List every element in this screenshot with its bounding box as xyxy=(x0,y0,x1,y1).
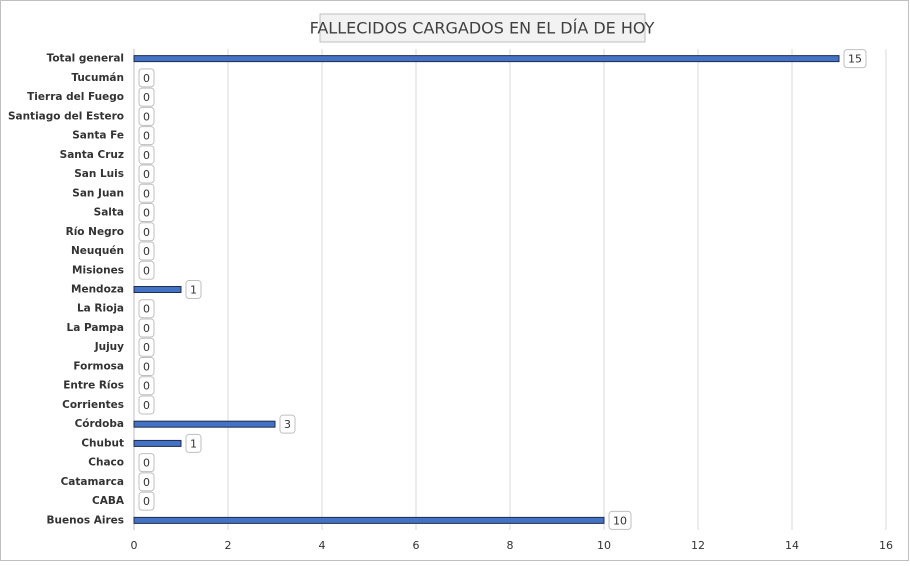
value-label-box xyxy=(138,337,155,357)
y-tick-label: CABA xyxy=(92,495,125,507)
value-label-box xyxy=(138,183,155,203)
x-tick-label: 6 xyxy=(413,539,420,552)
y-tick-label: Mendoza xyxy=(71,284,124,296)
value-label: 0 xyxy=(143,380,150,393)
value-label: 0 xyxy=(143,168,150,181)
value-label: 15 xyxy=(848,53,862,66)
x-tick-label: 14 xyxy=(785,539,799,552)
value-label-box xyxy=(185,433,202,453)
value-label-box xyxy=(138,472,155,492)
y-tick-label: Total general xyxy=(47,53,124,65)
value-label: 0 xyxy=(143,226,150,239)
value-label-box xyxy=(138,87,155,107)
x-tick-label: 16 xyxy=(879,539,893,552)
y-tick-label: Buenos Aires xyxy=(47,514,124,526)
chart-title: FALLECIDOS CARGADOS EN EL DÍA DE HOY xyxy=(310,19,655,38)
bar xyxy=(133,439,182,447)
x-tick-label: 8 xyxy=(507,539,514,552)
value-label: 0 xyxy=(143,476,150,489)
value-label-box xyxy=(138,260,155,280)
value-label-box xyxy=(138,145,155,165)
value-label: 0 xyxy=(143,341,150,354)
bar xyxy=(133,516,605,524)
value-label: 0 xyxy=(143,322,150,335)
value-label: 0 xyxy=(143,110,150,123)
y-tick-label: La Pampa xyxy=(67,322,124,334)
value-label-box xyxy=(138,222,155,242)
y-tick-label: San Luis xyxy=(74,168,124,180)
value-label-box xyxy=(138,164,155,184)
value-label: 0 xyxy=(143,72,150,85)
y-tick-label: Chaco xyxy=(88,457,124,469)
value-label-box xyxy=(138,491,155,511)
value-label: 1 xyxy=(190,437,197,450)
value-label-box xyxy=(138,106,155,126)
value-label: 0 xyxy=(143,495,150,508)
y-tick-label: Córdoba xyxy=(75,418,124,430)
y-tick-label: La Rioja xyxy=(77,303,124,315)
x-tick-label: 10 xyxy=(597,539,611,552)
bar xyxy=(133,286,182,293)
value-label: 0 xyxy=(143,457,150,470)
x-tick-label: 2 xyxy=(225,539,232,552)
value-label-box xyxy=(138,241,155,261)
y-tick-label: Misiones xyxy=(72,264,124,276)
value-label-box xyxy=(138,453,155,473)
y-tick-label: Tucumán xyxy=(71,72,124,84)
y-tick-label: Santa Cruz xyxy=(60,149,124,161)
x-tick-label: 0 xyxy=(131,539,138,552)
value-label: 0 xyxy=(143,91,150,104)
value-label-box xyxy=(138,68,155,88)
value-label: 0 xyxy=(143,245,150,258)
y-tick-label: Entre Ríos xyxy=(63,380,124,392)
value-label-box xyxy=(138,376,155,396)
value-label: 0 xyxy=(143,360,150,373)
value-label: 0 xyxy=(143,303,150,316)
y-tick-label: Formosa xyxy=(73,360,124,372)
value-label: 0 xyxy=(143,207,150,220)
value-label: 1 xyxy=(190,284,197,297)
value-label: 10 xyxy=(613,514,627,527)
y-tick-label: Catamarca xyxy=(61,476,124,488)
y-tick-label: Salta xyxy=(94,207,124,219)
y-tick-label: Chubut xyxy=(81,437,124,449)
y-tick-label: Santa Fe xyxy=(72,130,124,142)
y-tick-label: Río Negro xyxy=(66,226,124,238)
value-label: 0 xyxy=(143,264,150,277)
value-label-box xyxy=(279,414,296,434)
value-label: 0 xyxy=(143,130,150,143)
y-tick-label: Santiago del Estero xyxy=(8,110,124,122)
y-tick-label: Jujuy xyxy=(94,341,124,353)
value-label-box xyxy=(138,126,155,146)
x-tick-label: 4 xyxy=(319,539,326,552)
value-label-box xyxy=(138,395,155,415)
title-box xyxy=(319,13,646,43)
value-label-box xyxy=(138,299,155,319)
value-label: 3 xyxy=(284,418,291,431)
y-tick-label: Neuquén xyxy=(71,245,124,257)
value-label-box xyxy=(608,510,632,530)
y-tick-label: Corrientes xyxy=(62,399,124,411)
bar xyxy=(133,420,276,428)
value-label: 0 xyxy=(143,149,150,162)
value-label: 0 xyxy=(143,399,150,412)
bar xyxy=(133,55,840,63)
value-label-box xyxy=(138,203,155,223)
value-label-box xyxy=(843,49,867,69)
y-tick-label: Tierra del Fuego xyxy=(27,91,124,103)
value-label: 0 xyxy=(143,187,150,200)
value-label-box xyxy=(185,280,202,299)
y-tick-label: San Juan xyxy=(72,187,124,199)
value-label-box xyxy=(138,318,155,338)
value-label-box xyxy=(138,356,155,376)
x-tick-label: 12 xyxy=(691,539,705,552)
